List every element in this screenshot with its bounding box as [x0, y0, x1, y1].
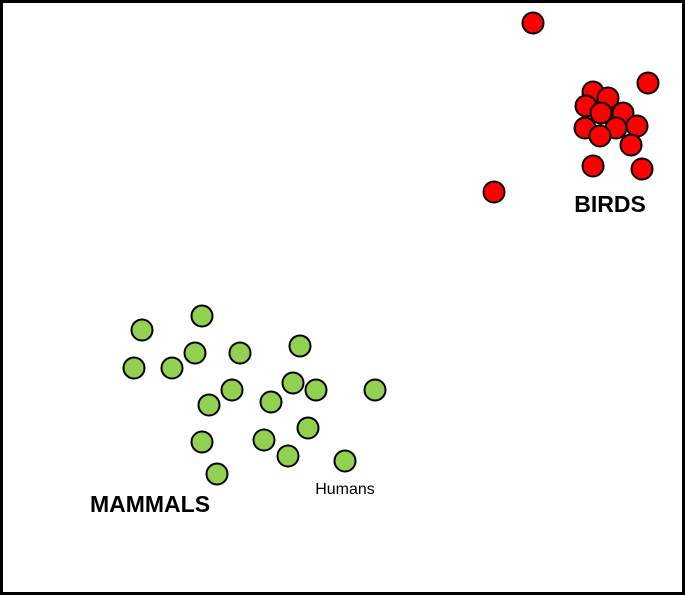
bird-dot [625, 114, 649, 138]
bird-dot [581, 154, 605, 178]
bird-dot [588, 124, 612, 148]
cluster-label: BIRDS [574, 191, 646, 217]
mammal-dot [252, 428, 276, 452]
cluster-label: MAMMALS [90, 491, 210, 517]
mammal-dot [220, 378, 244, 402]
mammal-dot [205, 462, 229, 486]
annotation: Humans [315, 481, 375, 498]
mammal-dot [130, 318, 154, 342]
mammal-dot [183, 341, 207, 365]
mammal-dot [296, 416, 320, 440]
bird-dot [482, 180, 506, 204]
mammal-dot [288, 334, 312, 358]
mammal-dot [363, 378, 387, 402]
mammal-dot [259, 390, 283, 414]
bird-dot [636, 71, 660, 95]
mammal-dot [197, 393, 221, 417]
bird-dot [630, 157, 654, 181]
mammal-dot [160, 356, 184, 380]
bird-dot [521, 11, 545, 35]
mammal-dot [333, 449, 357, 473]
mammal-dot [304, 378, 328, 402]
mammal-dot [228, 341, 252, 365]
birds-cluster [482, 11, 660, 204]
mammal-dot [190, 430, 214, 454]
mammals-cluster [122, 304, 387, 486]
mammal-dot [281, 371, 305, 395]
bird-dot [619, 133, 643, 157]
mammal-dot [122, 356, 146, 380]
mammal-dot [190, 304, 214, 328]
mammal-dot [276, 444, 300, 468]
